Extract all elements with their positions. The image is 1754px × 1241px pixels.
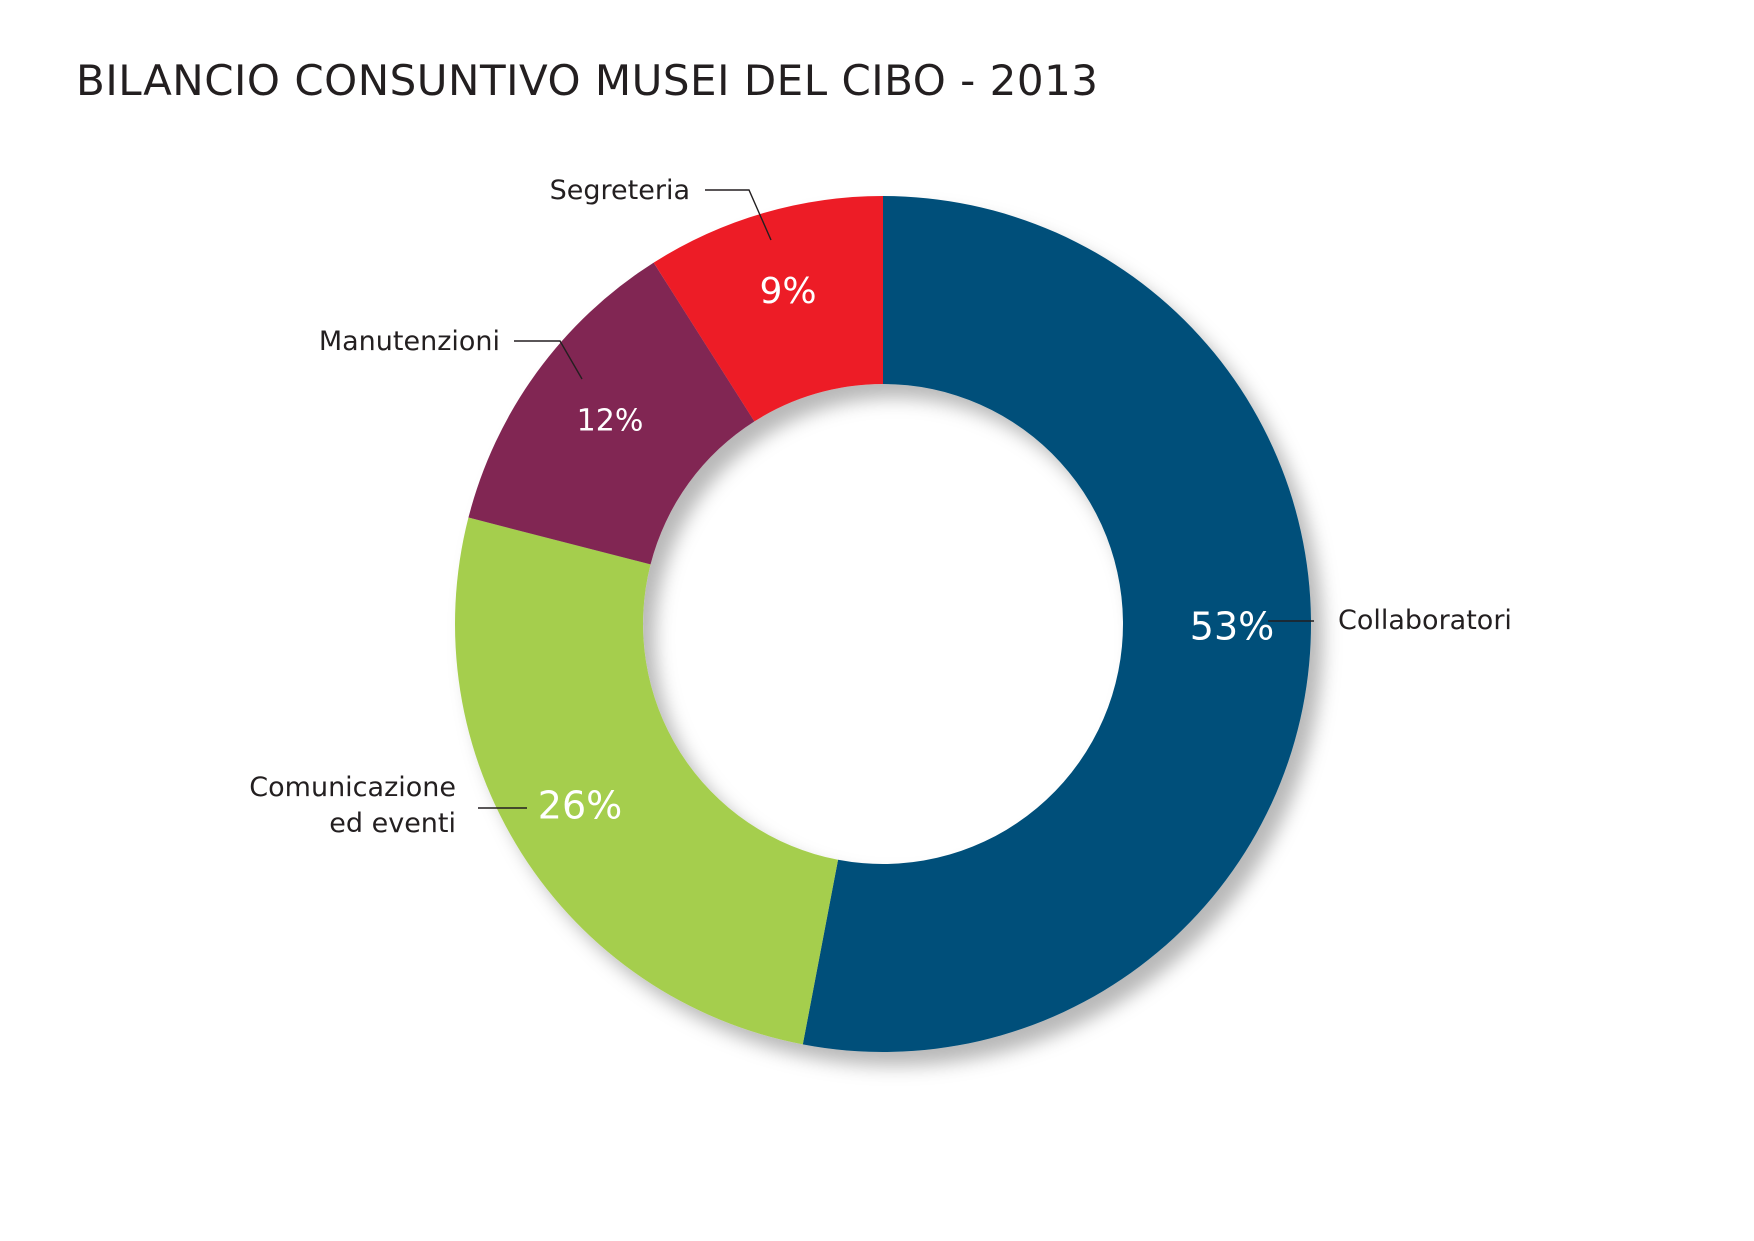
- slice-collaboratori: [802, 196, 1312, 1052]
- category-label-comunicazione: Comunicazione ed eventi: [249, 772, 456, 839]
- donut-slices: [454, 196, 1312, 1052]
- category-label-collaboratori: Collaboratori: [1338, 605, 1512, 636]
- leader-line-manutenzioni: [514, 340, 583, 380]
- value-label-manutenzioni: 12%: [577, 404, 644, 439]
- leader-line-segreteria: [705, 189, 772, 241]
- category-label-segreteria: Segreteria: [550, 175, 690, 206]
- slice-comunicazione: [454, 517, 839, 1045]
- slice-manutenzioni: [468, 262, 755, 565]
- value-label-collaboratori: 53%: [1190, 605, 1274, 649]
- value-label-segreteria: 9%: [759, 271, 816, 312]
- category-label-manutenzioni: Manutenzioni: [319, 326, 500, 357]
- donut-labels: 53% Collaboratori 26% Comunicazione ed event…: [249, 175, 1512, 839]
- slice-segreteria: [653, 196, 883, 422]
- chart-title: BILANCIO CONSUNTIVO MUSEI DEL CIBO - 201…: [76, 56, 1099, 105]
- value-label-comunicazione: 26%: [538, 784, 622, 828]
